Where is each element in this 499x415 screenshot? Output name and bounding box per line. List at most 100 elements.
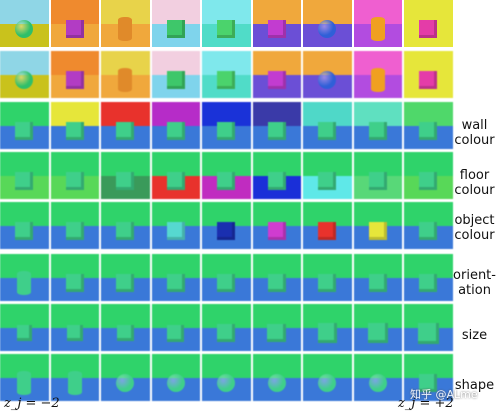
scene-object (217, 172, 236, 191)
scene-image (0, 304, 49, 351)
scene-object (267, 222, 286, 241)
scene-object (15, 122, 34, 141)
row-label-line: ation (458, 283, 491, 298)
scene-object (370, 68, 385, 93)
scene-image (303, 152, 352, 199)
scene-object (267, 71, 286, 90)
scene-object (15, 222, 34, 241)
scene-object (217, 324, 236, 343)
scene-object (419, 374, 438, 393)
row-label-line: floor (459, 168, 490, 183)
scene-object (267, 122, 286, 141)
scene-image (303, 51, 352, 98)
row-label-line: orient- (453, 268, 496, 283)
scene-image (252, 202, 301, 249)
scene-image (0, 354, 49, 401)
scene-object (267, 323, 287, 343)
scene-image (404, 202, 453, 249)
scene-object (116, 122, 135, 141)
scene-object (166, 122, 185, 141)
scene-image (353, 102, 402, 149)
scene-image (353, 152, 402, 199)
scene-image (101, 354, 150, 401)
scene-object (65, 20, 84, 39)
scene-object (65, 122, 84, 141)
scene-image (252, 51, 301, 98)
row-label-line: colour (454, 228, 495, 243)
scene-image (202, 354, 251, 401)
row-label-floor: floor colour (450, 168, 499, 198)
scene-image (101, 102, 150, 149)
scene-object (166, 71, 185, 90)
scene-image (404, 152, 453, 199)
scene-image (303, 354, 352, 401)
scene-object (419, 172, 438, 191)
scene-object (116, 374, 135, 393)
scene-image (353, 51, 402, 98)
scene-image (50, 0, 99, 47)
scene-object (318, 274, 337, 293)
scene-object (368, 274, 387, 293)
scene-object (368, 222, 387, 241)
scene-wall (151, 304, 200, 329)
scene-image (303, 102, 352, 149)
scene-image (303, 304, 352, 351)
scene-object (15, 20, 34, 39)
watermark: 知乎 @ALme (410, 388, 478, 401)
scene-object (318, 20, 337, 39)
scene-wall (0, 304, 49, 329)
scene-image (202, 304, 251, 351)
scene-object (65, 172, 84, 191)
scene-object (267, 274, 286, 293)
scene-object (217, 20, 236, 39)
scene-image (0, 0, 49, 47)
scene-object (267, 172, 286, 191)
scene-object (15, 172, 34, 191)
scene-object (267, 20, 286, 39)
scene-image (50, 152, 99, 199)
scene-wall (101, 304, 150, 329)
scene-image (353, 202, 402, 249)
scene-image (101, 51, 150, 98)
scene-image (353, 0, 402, 47)
scene-image (202, 254, 251, 301)
scene-image (101, 304, 150, 351)
scene-image (151, 202, 200, 249)
row-label-line: object (454, 213, 495, 228)
scene-object (15, 71, 34, 90)
scene-object (367, 323, 388, 344)
scene-image (404, 254, 453, 301)
scene-object (17, 271, 32, 296)
scene-object (166, 20, 185, 39)
scene-object (419, 274, 438, 293)
scene-image (303, 0, 352, 47)
scene-object (167, 324, 185, 342)
scene-image (50, 51, 99, 98)
scene-object (267, 374, 286, 393)
scene-image (0, 254, 49, 301)
scene-image (252, 304, 301, 351)
scene-image (151, 51, 200, 98)
scene-image (252, 0, 301, 47)
scene-object (419, 71, 438, 90)
scene-image (202, 102, 251, 149)
row-label-shape: shape (450, 378, 499, 393)
scene-image (404, 51, 453, 98)
scene-image (202, 152, 251, 199)
row-label-size: size (450, 328, 499, 343)
scene-object (318, 122, 337, 141)
scene-object (17, 371, 32, 396)
scene-image (202, 51, 251, 98)
scene-object (116, 274, 135, 293)
scene-object (116, 222, 135, 241)
scene-object (166, 374, 185, 393)
scene-image (252, 354, 301, 401)
scene-object (217, 122, 236, 141)
scene-object (65, 71, 84, 90)
scene-object (67, 371, 82, 396)
scene-image (151, 152, 200, 199)
scene-image (151, 102, 200, 149)
scene-object (417, 322, 439, 344)
scene-image (101, 202, 150, 249)
scene-image (252, 102, 301, 149)
